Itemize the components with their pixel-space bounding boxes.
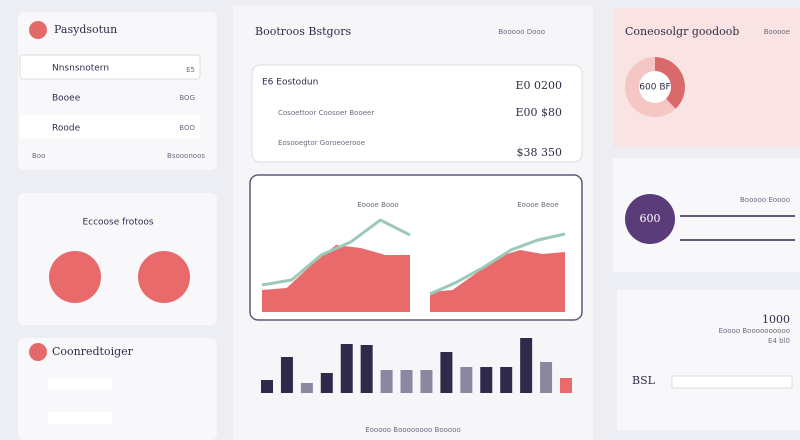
badge[interactable] bbox=[138, 251, 190, 303]
menu-meta: BOO bbox=[179, 124, 195, 132]
main-footer: Eooooo Boooooooo Booooo bbox=[365, 426, 461, 434]
logo bbox=[29, 21, 47, 39]
list-value: E00 $80 bbox=[515, 106, 562, 119]
menu-label: Nnsnsnotern bbox=[52, 64, 109, 74]
pie-center: 600 BF bbox=[639, 83, 670, 93]
stat-label: Eoooo Boooooooooo bbox=[719, 327, 790, 335]
bar bbox=[300, 383, 313, 393]
trend-line bbox=[261, 218, 411, 287]
trend-line bbox=[429, 232, 566, 296]
list-label: Eosooegtor Goroeoerooe bbox=[278, 139, 365, 147]
promo-title: Eccoose frotoos bbox=[82, 218, 153, 228]
bar bbox=[400, 370, 413, 393]
gauge-value: 600 bbox=[640, 212, 661, 225]
menu-meta: E5 bbox=[186, 66, 195, 74]
chart-caption: Eoooe Booo bbox=[357, 201, 398, 209]
promo-card bbox=[18, 193, 217, 325]
logo bbox=[29, 343, 47, 361]
bar bbox=[540, 362, 553, 393]
bar bbox=[340, 344, 353, 393]
row bbox=[48, 378, 112, 390]
list-label: Cosoettoor Coosoer Booeer bbox=[278, 109, 374, 117]
bar bbox=[380, 370, 393, 393]
input[interactable] bbox=[671, 375, 793, 389]
list-card bbox=[251, 64, 583, 163]
main-meta: Booooo Dooo bbox=[498, 28, 545, 36]
gauge-label: Booooo Eoooo bbox=[740, 196, 790, 204]
bar bbox=[460, 367, 473, 393]
area bbox=[262, 245, 410, 312]
pie-meta: Booooe bbox=[764, 28, 790, 36]
stat-card bbox=[617, 290, 800, 430]
gauge bbox=[625, 194, 675, 244]
row bbox=[48, 412, 112, 424]
sidebar-card bbox=[18, 12, 217, 170]
bar bbox=[360, 345, 373, 393]
badge[interactable] bbox=[49, 251, 101, 303]
stat-sub: E4 bl0 bbox=[768, 337, 790, 345]
list-value: E0 0200 bbox=[515, 79, 562, 92]
pie-title: Coneosolgr goodoob bbox=[625, 25, 739, 38]
menu-item[interactable] bbox=[19, 54, 201, 80]
bar bbox=[500, 367, 513, 393]
stat-value: 1000 bbox=[762, 313, 790, 326]
bar bbox=[261, 380, 273, 393]
menu-label: Booee bbox=[52, 94, 81, 104]
menu-meta: BOG bbox=[179, 94, 195, 102]
bar bbox=[440, 352, 453, 393]
list-value: $38 350 bbox=[517, 146, 563, 159]
bar bbox=[520, 338, 533, 393]
bar bbox=[320, 373, 333, 393]
bar bbox=[560, 378, 572, 393]
area bbox=[430, 250, 565, 312]
menu-item[interactable] bbox=[20, 115, 200, 139]
main-title: Bootroos Bstgors bbox=[255, 25, 351, 38]
bar bbox=[480, 367, 493, 393]
pie-hole bbox=[639, 71, 671, 103]
sidebar-title: Pasydsotun bbox=[54, 23, 117, 36]
bar bbox=[420, 370, 433, 393]
list-title: E6 Eostodun bbox=[262, 78, 318, 88]
menu-label: Roode bbox=[52, 124, 81, 134]
code: BSL bbox=[632, 374, 656, 387]
footer-text: Bsooonoos bbox=[167, 152, 205, 160]
footer-text: Boo bbox=[32, 152, 45, 160]
bar bbox=[280, 357, 293, 393]
chart-caption: Eoooe Beoe bbox=[517, 201, 559, 209]
contacts-title: Coonredtoiger bbox=[52, 345, 134, 358]
